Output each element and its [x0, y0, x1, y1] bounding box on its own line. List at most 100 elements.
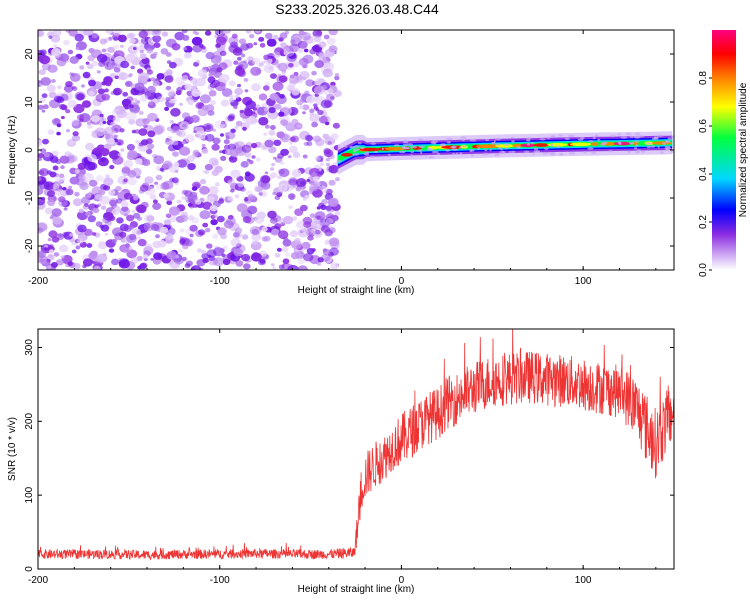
- noise-speckle: [201, 143, 206, 148]
- signal-speckle: [489, 148, 492, 152]
- noise-speckle: [214, 165, 223, 173]
- noise-speckle: [308, 35, 318, 43]
- noise-speckle: [316, 157, 322, 161]
- noise-speckle: [148, 86, 156, 94]
- noise-speckle: [237, 83, 241, 88]
- noise-speckle: [239, 64, 244, 68]
- noise-speckle: [69, 233, 74, 237]
- signal-speckle: [634, 147, 638, 150]
- noise-speckle: [253, 42, 258, 46]
- noise-speckle: [96, 53, 108, 63]
- noise-speckle: [289, 136, 296, 142]
- noise-speckle: [47, 199, 56, 207]
- signal-speckle: [446, 141, 451, 144]
- noise-speckle: [159, 167, 164, 172]
- noise-speckle: [286, 46, 293, 51]
- noise-speckle: [274, 252, 281, 258]
- noise-speckle: [317, 172, 323, 177]
- noise-speckle: [119, 231, 127, 238]
- noise-speckle: [269, 93, 279, 101]
- noise-speckle: [115, 198, 123, 204]
- signal-speckle: [535, 150, 540, 153]
- noise-speckle: [318, 41, 327, 48]
- noise-speckle: [288, 62, 294, 68]
- signal-speckle: [364, 151, 369, 154]
- noise-speckle: [263, 107, 269, 112]
- noise-speckle: [295, 186, 302, 192]
- noise-speckle: [284, 252, 291, 257]
- noise-speckle: [191, 36, 203, 46]
- noise-speckle: [313, 225, 318, 230]
- noise-speckle: [273, 139, 282, 146]
- noise-speckle: [165, 86, 170, 91]
- signal-speckle: [531, 141, 534, 145]
- noise-speckle: [101, 205, 107, 210]
- noise-speckle: [154, 92, 162, 100]
- noise-speckle: [282, 72, 286, 76]
- noise-speckle: [191, 186, 198, 191]
- noise-speckle: [215, 43, 221, 48]
- noise-speckle: [221, 88, 233, 97]
- noise-speckle: [220, 155, 227, 161]
- noise-speckle: [306, 179, 311, 182]
- noise-speckle: [302, 111, 306, 115]
- noise-speckle: [171, 93, 176, 97]
- noise-speckle: [282, 258, 290, 265]
- noise-speckle: [227, 179, 235, 186]
- signal-speckle: [381, 147, 384, 151]
- signal-speckle: [445, 137, 453, 141]
- noise-speckle: [120, 200, 129, 208]
- noise-speckle: [117, 34, 127, 43]
- noise-speckle: [233, 105, 238, 109]
- noise-speckle: [60, 255, 65, 259]
- noise-speckle: [128, 224, 134, 230]
- signal-speckle: [558, 134, 563, 137]
- noise-speckle: [251, 57, 261, 65]
- noise-speckle: [251, 232, 262, 242]
- snr-frame: [37, 328, 675, 570]
- signal-speckle: [482, 152, 490, 156]
- noise-speckle: [192, 30, 197, 35]
- colorbar: [712, 30, 736, 270]
- noise-speckle: [106, 137, 115, 145]
- noise-speckle: [71, 86, 78, 91]
- noise-speckle: [271, 116, 275, 120]
- signal-speckle: [450, 146, 456, 149]
- noise-speckle: [173, 162, 180, 167]
- signal-speckle: [459, 152, 463, 155]
- noise-speckle: [82, 172, 94, 183]
- noise-speckle: [230, 169, 241, 179]
- noise-speckle: [103, 177, 114, 186]
- noise-speckle: [160, 48, 169, 55]
- noise-speckle: [149, 194, 157, 200]
- signal-speckle: [398, 150, 406, 154]
- noise-speckle: [327, 197, 339, 207]
- noise-speckle: [140, 262, 148, 269]
- noise-speckle: [205, 133, 215, 142]
- noise-speckle: [288, 205, 293, 210]
- noise-speckle: [179, 146, 191, 156]
- noise-speckle: [92, 207, 100, 214]
- noise-speckle: [238, 38, 247, 45]
- noise-speckle: [88, 251, 98, 260]
- signal-speckle: [556, 145, 561, 148]
- noise-speckle: [172, 151, 179, 157]
- noise-speckle: [210, 219, 218, 226]
- signal-hotspot: [341, 153, 353, 157]
- noise-speckle: [206, 243, 213, 249]
- noise-speckle: [130, 65, 135, 70]
- noise-speckle: [237, 69, 246, 77]
- noise-speckle: [234, 194, 240, 199]
- noise-speckle: [302, 104, 310, 111]
- noise-speckle: [242, 59, 248, 64]
- noise-speckle: [325, 217, 334, 225]
- noise-speckle: [95, 221, 103, 227]
- noise-speckle: [316, 30, 322, 36]
- noise-speckle: [279, 161, 284, 165]
- noise-speckle: [244, 89, 249, 93]
- noise-speckle: [323, 100, 333, 108]
- noise-speckle: [91, 232, 97, 236]
- snr-y-tick-label: 300: [24, 339, 35, 356]
- noise-speckle: [78, 208, 85, 214]
- colorbar-tick-label: 0.6: [698, 119, 709, 133]
